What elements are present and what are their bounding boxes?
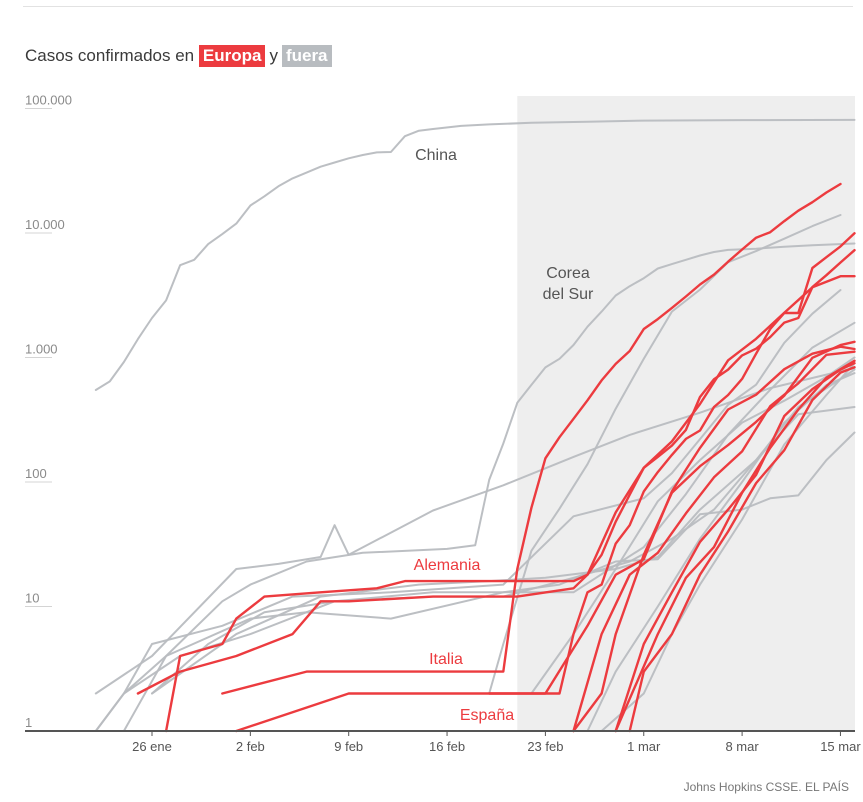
series-line-corea-del-sur <box>94 242 856 732</box>
xtick-label: 26 ene <box>132 739 172 754</box>
xtick-label: 16 feb <box>429 739 465 754</box>
xtick-label: 23 feb <box>527 739 563 754</box>
ytick-label: 100 <box>25 466 47 481</box>
series-line-europa <box>614 359 856 733</box>
title-prefix: Casos confirmados en <box>25 46 195 65</box>
series-line-espa-a <box>235 232 856 733</box>
series-line-europa <box>628 366 856 733</box>
series-line-fuera <box>94 366 856 695</box>
series-line-italia <box>221 182 842 695</box>
series-line-fuera <box>488 214 842 695</box>
annotation-china: China <box>415 147 457 164</box>
series-line-europa <box>572 340 856 733</box>
annotation-alemania: Alemania <box>414 557 481 574</box>
top-rule <box>23 6 853 7</box>
xtick-label: 1 mar <box>627 739 661 754</box>
series-line-fuera <box>530 356 856 695</box>
series-line-alemania <box>164 249 856 733</box>
xtick-label: 2 feb <box>236 739 265 754</box>
chart-title: Casos confirmados en Europa y fuera <box>25 45 332 67</box>
ytick-label: 100.000 <box>25 93 72 108</box>
annotation-españa: España <box>460 707 514 724</box>
title-conj: y <box>269 46 278 65</box>
source-credit: Johns Hopkins CSSE. EL PAÍS <box>683 780 849 794</box>
ytick-label: 10.000 <box>25 217 65 232</box>
ytick-label: 1 <box>25 715 32 730</box>
series-line-europa <box>488 345 856 695</box>
series-line-fuera <box>151 431 856 695</box>
series-line-fuera <box>122 321 856 732</box>
series-line-fuera <box>94 289 842 732</box>
series-line-fuera <box>586 372 856 732</box>
ytick-label: 10 <box>25 591 39 606</box>
xtick-label: 9 feb <box>334 739 363 754</box>
legend-europa: Europa <box>198 45 266 67</box>
annotation-italia: Italia <box>429 651 463 668</box>
xtick-label: 15 mar <box>820 739 861 754</box>
series-line-europa <box>572 350 856 733</box>
annotation-corea-del-sur: Corea del Sur <box>543 265 594 303</box>
series-line-china <box>94 118 856 391</box>
xtick-label: 8 mar <box>725 739 759 754</box>
series-line-fuera <box>600 362 856 732</box>
legend-fuera: fuera <box>281 45 332 67</box>
series-line-europa <box>136 275 856 695</box>
ytick-label: 1.000 <box>25 342 58 357</box>
